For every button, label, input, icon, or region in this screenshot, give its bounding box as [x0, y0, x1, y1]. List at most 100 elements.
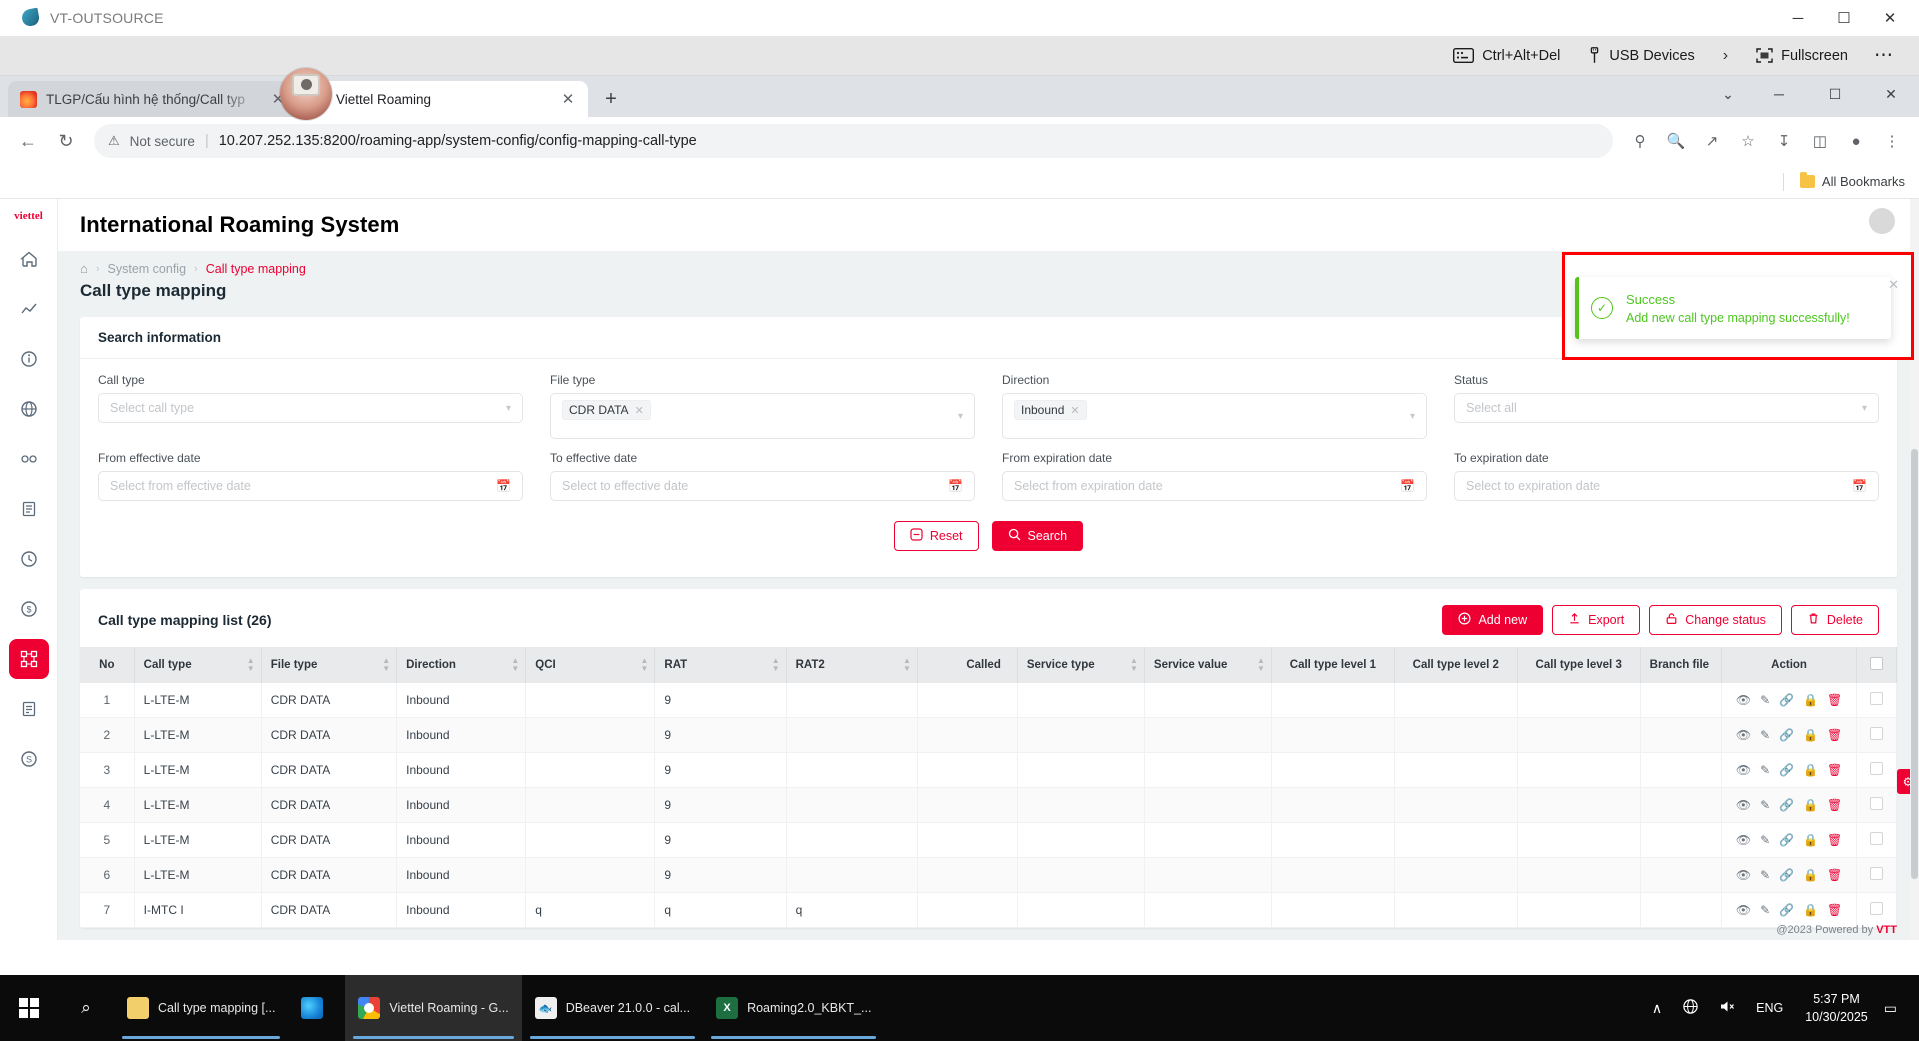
col-qci[interactable]: QCI ▲ ▼ [525, 647, 656, 683]
volume-icon[interactable] [1709, 999, 1746, 1017]
chip-remove-icon[interactable]: ✕ [1070, 404, 1080, 417]
calendar-icon[interactable]: 📅 [948, 479, 963, 493]
tab-close-icon[interactable]: ✕ [561, 91, 575, 108]
edit-icon[interactable]: ✎ [1760, 903, 1771, 917]
col-call-type-level-2[interactable]: Call type level 2 [1394, 647, 1518, 683]
edit-icon[interactable]: ✎ [1760, 798, 1771, 812]
browser-tab-viettel-roaming[interactable]: V Viettel Roaming ✕ [298, 81, 588, 117]
view-icon[interactable]: 👁 [1735, 798, 1752, 812]
sort-icon[interactable]: ▲ ▼ [382, 656, 391, 673]
calendar-icon[interactable]: 📅 [496, 479, 511, 493]
page-scrollbar[interactable] [1910, 199, 1919, 940]
edit-icon[interactable]: ✎ [1760, 728, 1771, 742]
selected-chip-direction[interactable]: Inbound ✕ [1014, 400, 1087, 420]
status-select[interactable]: Select all ▾ [1454, 393, 1879, 423]
view-icon[interactable]: 👁 [1735, 868, 1752, 882]
toast-close-icon[interactable]: ✕ [1888, 277, 1899, 292]
col-service-type[interactable]: Service type ▲ ▼ [1017, 647, 1145, 683]
sort-icon[interactable]: ▲ ▼ [246, 656, 255, 673]
key-icon[interactable]: ⚲ [1634, 133, 1646, 150]
network-icon[interactable] [1672, 998, 1709, 1018]
sort-icon[interactable]: ▲ ▼ [640, 656, 649, 673]
sidebar-item-documents[interactable] [9, 489, 49, 529]
lock-icon[interactable]: 🔒 [1803, 693, 1819, 707]
delete-icon[interactable]: 🗑 [1827, 868, 1843, 882]
select-all-checkbox[interactable] [1870, 657, 1884, 670]
vm-more-options-icon[interactable]: ⋯ [1874, 45, 1895, 66]
search-button[interactable]: Search [991, 521, 1084, 551]
row-checkbox[interactable] [1870, 692, 1884, 705]
copy-icon[interactable]: 🔗 [1779, 728, 1795, 742]
from-expiration-date-input[interactable]: Select from expiration date 📅 [1002, 471, 1427, 501]
selected-chip-file-type[interactable]: CDR DATA ✕ [562, 400, 651, 420]
edit-icon[interactable]: ✎ [1760, 693, 1771, 707]
view-icon[interactable]: 👁 [1735, 903, 1752, 917]
col-call-type[interactable]: Call type ▲ ▼ [134, 647, 262, 683]
row-checkbox[interactable] [1870, 832, 1884, 845]
view-icon[interactable]: 👁 [1735, 728, 1752, 742]
view-icon[interactable]: 👁 [1735, 833, 1752, 847]
address-bar[interactable]: ⚠ Not secure | 10.207.252.135:8200/roami… [94, 124, 1613, 158]
reload-button[interactable]: ↻ [58, 130, 74, 151]
sidebar-item-history[interactable] [9, 539, 49, 579]
lock-icon[interactable]: 🔒 [1803, 903, 1819, 917]
browser-minimize-button[interactable]: ─ [1774, 86, 1784, 102]
sidebar-item-info[interactable] [9, 339, 49, 379]
side-panel-icon[interactable]: ◫ [1812, 133, 1828, 150]
sort-icon[interactable]: ▲ ▼ [511, 656, 520, 673]
lock-icon[interactable]: 🔒 [1803, 728, 1819, 742]
delete-button[interactable]: Delete [1790, 605, 1879, 635]
col-rat[interactable]: RAT ▲ ▼ [654, 647, 787, 683]
table-row[interactable]: 3 L-LTE-M CDR DATA Inbound 9 [80, 752, 1897, 788]
browser-close-button[interactable]: ✕ [1885, 85, 1897, 102]
row-checkbox[interactable] [1870, 867, 1884, 880]
sort-icon[interactable]: ▲ ▼ [1257, 656, 1265, 673]
copy-icon[interactable]: 🔗 [1779, 763, 1795, 777]
sort-icon[interactable]: ▲ ▼ [771, 656, 780, 673]
table-row[interactable]: 1 L-LTE-M CDR DATA Inbound 9 [80, 683, 1897, 718]
sidebar-item-network[interactable] [9, 439, 49, 479]
taskbar-item-notepad[interactable]: Call type mapping [... [114, 975, 288, 1041]
fullscreen-button[interactable]: Fullscreen [1742, 36, 1862, 76]
row-checkbox[interactable] [1870, 797, 1884, 810]
lock-icon[interactable]: 🔒 [1803, 763, 1819, 777]
table-scroll-area[interactable]: No Call type ▲ ▼ File type ▲ ▼ Direction ▲ ▼ Q… [80, 647, 1897, 928]
user-avatar[interactable] [1869, 208, 1895, 234]
change-status-button[interactable]: Change status [1649, 605, 1782, 635]
back-button[interactable]: ← [19, 130, 37, 151]
copy-icon[interactable]: 🔗 [1779, 903, 1795, 917]
sidebar-item-finance[interactable]: $ [9, 589, 49, 629]
delete-icon[interactable]: 🗑 [1827, 833, 1843, 847]
sort-icon[interactable]: ▲ ▼ [1129, 656, 1138, 673]
reset-button[interactable]: Reset [893, 521, 979, 551]
cell-select[interactable] [1856, 857, 1897, 893]
table-row[interactable]: 5 L-LTE-M CDR DATA Inbound 9 [80, 822, 1897, 858]
col-file-type[interactable]: File type ▲ ▼ [261, 647, 398, 683]
lock-icon[interactable]: 🔒 [1803, 798, 1819, 812]
input-language-indicator[interactable]: ENG [1756, 1001, 1784, 1015]
table-row[interactable]: 4 L-LTE-M CDR DATA Inbound 9 [80, 787, 1897, 823]
delete-icon[interactable]: 🗑 [1827, 728, 1843, 742]
ctrl-alt-del-button[interactable]: Ctrl+Alt+Del [1439, 36, 1574, 76]
to-expiration-date-input[interactable]: Select to expiration date 📅 [1454, 471, 1879, 501]
table-row[interactable]: 7 I-MTC I CDR DATA Inbound q q q [80, 892, 1897, 928]
to-effective-date-input[interactable]: Select to effective date 📅 [550, 471, 975, 501]
start-button[interactable] [0, 998, 58, 1018]
direction-multiselect[interactable]: Inbound ✕ ▾ [1002, 393, 1427, 439]
browser-tab-gitlab[interactable]: TLGP/Cấu hình hệ thống/Call typ ✕ [8, 81, 298, 117]
vm-close-button[interactable]: ✕ [1883, 10, 1897, 27]
tray-chevron-up-icon[interactable]: ∧ [1651, 999, 1663, 1016]
cell-select[interactable] [1856, 752, 1897, 788]
calendar-icon[interactable]: 📅 [1852, 479, 1867, 493]
search-zoom-icon[interactable]: 🔍 [1666, 133, 1686, 150]
cell-select[interactable] [1856, 717, 1897, 753]
taskbar-item-dbeaver[interactable]: 🐟 DBeaver 21.0.0 - cal... [522, 975, 703, 1041]
sidebar-item-billing[interactable]: S [9, 739, 49, 779]
sidebar-item-reports[interactable] [9, 689, 49, 729]
sidebar-item-system-config[interactable] [8, 639, 49, 679]
col-rat2[interactable]: RAT2 ▲ ▼ [786, 647, 918, 683]
calendar-icon[interactable]: 📅 [1400, 479, 1415, 493]
toolbar-overflow-chevron-icon[interactable]: › [1722, 46, 1729, 64]
breadcrumb-item-system-config[interactable]: System config [107, 261, 187, 276]
home-icon[interactable]: ⌂ [80, 261, 88, 276]
